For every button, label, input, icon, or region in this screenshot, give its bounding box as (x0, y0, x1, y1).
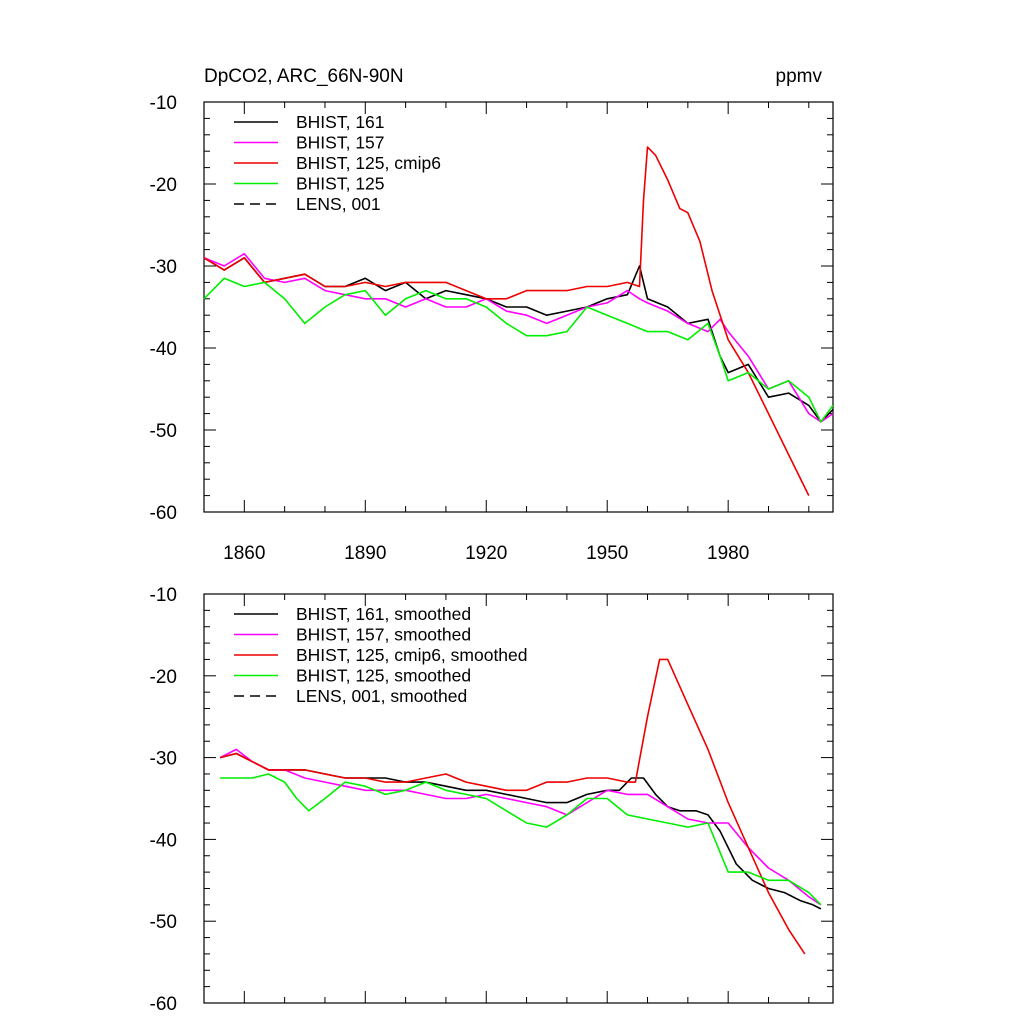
legend-entry-label: BHIST, 125, smoothed (296, 666, 471, 686)
legend-entry-label: BHIST, 161 (296, 112, 385, 132)
series-line-1-3 (203, 146, 810, 496)
plot-frame-2 (203, 593, 834, 1004)
y-tick-label: -50 (150, 912, 177, 933)
legend-entry-label: LENS, 001 (296, 194, 381, 214)
plot-frame-1 (203, 101, 834, 513)
x-tick-label: 1860 (223, 543, 265, 564)
legend-entry-label: BHIST, 157, smoothed (296, 625, 471, 645)
legend-entry-label: BHIST, 157 (296, 133, 385, 153)
units-label: ppmv (776, 66, 823, 87)
y-tick-label: -10 (150, 585, 177, 606)
legend-entry-label: BHIST, 161, smoothed (296, 604, 471, 624)
legend-entry-label: LENS, 001, smoothed (296, 686, 467, 706)
y-tick-label: -10 (150, 93, 177, 114)
x-tick-label: 1980 (707, 543, 749, 564)
y-tick-label: -60 (150, 503, 177, 524)
y-tick-label: -30 (150, 749, 177, 770)
legend-entry-label: BHIST, 125, cmip6 (296, 153, 441, 173)
legend-entry-label: BHIST, 125, cmip6, smoothed (296, 645, 528, 665)
y-tick-label: -20 (150, 667, 177, 688)
x-tick-label: 1890 (344, 543, 386, 564)
y-tick-label: -50 (150, 421, 177, 442)
y-tick-label: -40 (150, 339, 177, 360)
panel-title: DpCO2, ARC_66N-90N (204, 66, 404, 87)
y-tick-label: -30 (150, 257, 177, 278)
series-line-2-2 (219, 748, 822, 906)
series-line-2-3 (219, 658, 806, 955)
series-line-2-4 (220, 773, 822, 906)
x-tick-label: 1950 (586, 543, 628, 564)
y-tick-label: -40 (150, 830, 177, 851)
legend-entry-label: BHIST, 125 (296, 174, 385, 194)
y-tick-label: -60 (150, 994, 177, 1015)
series-line-1-2 (203, 252, 834, 423)
series-line-2-1 (219, 752, 822, 910)
y-tick-label: -20 (150, 175, 177, 196)
series-line-1-4 (203, 277, 834, 423)
series-line-1-1 (203, 256, 834, 423)
x-tick-label: 1920 (465, 543, 507, 564)
